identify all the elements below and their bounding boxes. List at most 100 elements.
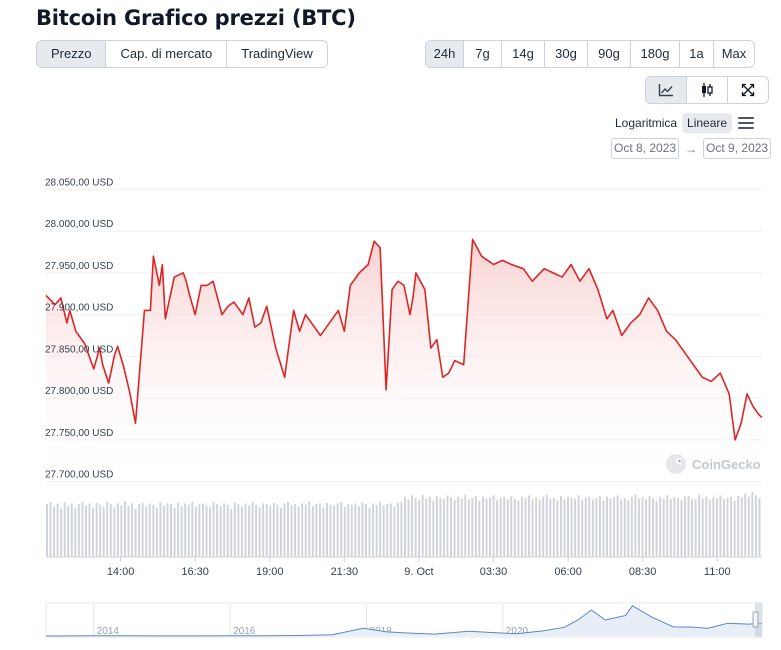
volume-bar <box>354 503 357 557</box>
scale-linear-option[interactable]: Lineare <box>682 113 733 133</box>
volume-bar <box>404 496 406 557</box>
range-24h[interactable]: 24h <box>426 41 463 67</box>
volume-bar <box>244 503 247 557</box>
range-90g[interactable]: 90g <box>587 41 630 67</box>
volume-bar <box>269 506 272 557</box>
volume-bar <box>46 504 48 557</box>
volume-bar <box>680 500 683 557</box>
x-tick-label: 03:30 <box>480 566 508 578</box>
volume-bar <box>652 498 655 557</box>
volume-bar <box>414 498 417 557</box>
volume-bar <box>570 498 573 557</box>
volume-bar <box>63 502 66 557</box>
navigator-year-labels: 2014 2016 2018 2020 2022 <box>93 604 665 637</box>
chart-type-tabs: Prezzo Cap. di mercato TradingView <box>36 40 328 68</box>
candlestick-icon <box>702 83 713 97</box>
volume-bar <box>95 502 98 557</box>
range-180g[interactable]: 180g <box>630 41 679 67</box>
navigator-line <box>45 605 763 637</box>
volume-bar <box>616 495 619 557</box>
volume-bar <box>361 502 364 557</box>
volume-bar <box>162 505 165 557</box>
volume-bar <box>464 494 467 557</box>
volume-bar <box>92 508 95 557</box>
volume-bar <box>425 498 428 557</box>
watermark-label: CoinGecko <box>692 457 761 472</box>
tab-price[interactable]: Prezzo <box>37 41 106 67</box>
volume-bar <box>606 496 608 557</box>
volume-bar <box>666 495 669 557</box>
volume-bar <box>754 495 757 557</box>
volume-bar <box>620 499 623 557</box>
volume-bar <box>191 502 194 557</box>
volume-bar <box>662 498 665 557</box>
volume-bar <box>230 508 233 557</box>
volume-bar <box>538 500 541 557</box>
time-range-selector: 24h 7g 14g 30g 90g 180g 1a Max <box>425 40 755 68</box>
volume-bar <box>510 496 513 557</box>
volume-bar <box>240 506 243 557</box>
volume-bar <box>471 498 474 557</box>
volume-bar <box>155 507 158 557</box>
volume-bar <box>145 506 148 557</box>
volume-bar <box>723 499 725 557</box>
coingecko-watermark: CoinGecko <box>666 454 761 474</box>
hamburger-menu-icon[interactable] <box>738 117 755 129</box>
range-max[interactable]: Max <box>713 41 754 67</box>
volume-bar <box>637 498 640 557</box>
volume-bar <box>194 506 197 557</box>
volume-bar <box>520 496 523 557</box>
date-from-input[interactable]: Oct 8, 2023 <box>611 138 680 159</box>
volume-bar <box>613 497 616 557</box>
volume-bar <box>177 502 180 557</box>
volume-bar <box>733 500 736 557</box>
scale-log-option[interactable]: Logaritmica <box>615 116 678 130</box>
price-line <box>45 238 763 441</box>
volume-bar <box>669 499 672 557</box>
volume-bar <box>428 496 431 557</box>
tab-tradingview[interactable]: TradingView <box>226 41 327 67</box>
volume-bar <box>421 494 424 557</box>
fullscreen-button[interactable] <box>727 77 768 103</box>
volume-bar <box>396 502 399 557</box>
volume-bar <box>304 504 307 557</box>
volume-bar <box>357 506 360 557</box>
navigator-selection[interactable] <box>755 603 762 637</box>
date-to-input[interactable]: Oct 9, 2023 <box>703 138 772 159</box>
volume-bar <box>418 500 421 557</box>
x-tick-label: 16:30 <box>181 566 209 578</box>
candlestick-button[interactable] <box>686 77 727 103</box>
range-7g[interactable]: 7g <box>463 41 501 67</box>
volume-bar <box>457 496 460 557</box>
navigator-year-label: 2022 <box>642 626 665 637</box>
range-1a[interactable]: 1a <box>679 41 713 67</box>
volume-bar <box>535 497 538 557</box>
volume-bar <box>131 503 134 557</box>
volume-bar <box>287 502 289 557</box>
volume-bar <box>258 507 261 557</box>
volume-bar <box>453 500 456 557</box>
navigator-handle[interactable] <box>752 611 759 628</box>
volume-bar <box>166 503 169 557</box>
volume-bar <box>567 496 569 557</box>
range-14g[interactable]: 14g <box>501 41 544 67</box>
volume-bar <box>382 505 385 557</box>
navigator[interactable]: 2014 2016 2018 2020 2022 <box>45 602 763 638</box>
volume-bar <box>88 503 91 557</box>
volume-bar <box>113 507 116 557</box>
date-range-arrow: → <box>685 141 698 156</box>
range-30g[interactable]: 30g <box>544 41 587 67</box>
volume-bar <box>315 504 318 557</box>
line-chart-button[interactable] <box>646 77 686 103</box>
volume-bar <box>485 498 488 557</box>
volume-bar <box>216 504 219 557</box>
volume-bar <box>84 505 87 557</box>
volume-bar <box>726 498 729 557</box>
volume-bar <box>276 504 279 557</box>
tab-market-cap[interactable]: Cap. di mercato <box>105 41 226 67</box>
volume-bar <box>446 495 449 557</box>
volume-bar <box>152 504 155 557</box>
volume-bar <box>489 497 492 557</box>
volume-bar <box>237 504 240 557</box>
volume-bar <box>375 504 378 557</box>
